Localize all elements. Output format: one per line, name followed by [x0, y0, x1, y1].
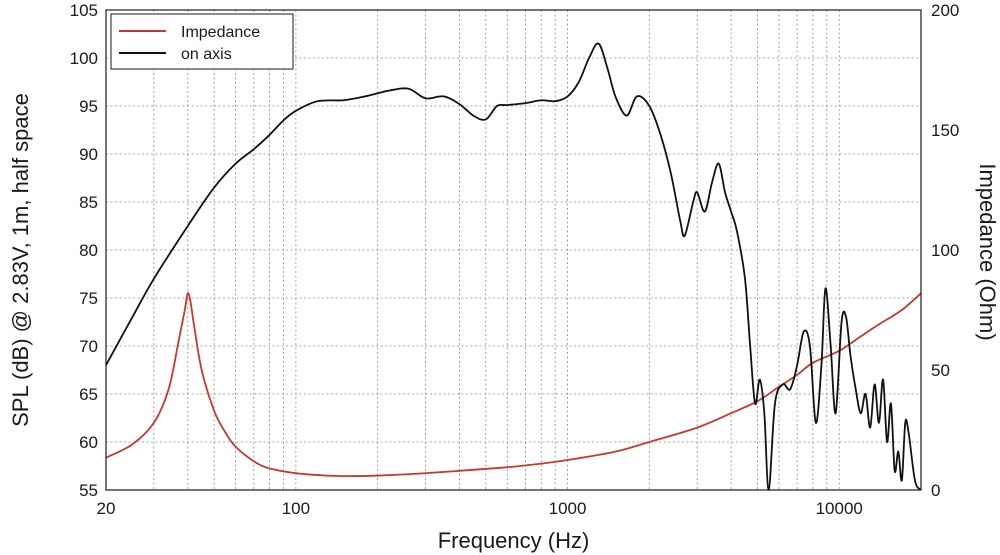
legend-box: [110, 13, 294, 70]
legend-label-on-axis: on axis: [181, 46, 232, 63]
grid: [106, 10, 921, 490]
x-tick-label: 1000: [549, 499, 587, 518]
tick-labels: 55 60 65 70 75 80 85 90 95 100 105 0 50 100 150 200 20 10…: [70, 1, 960, 518]
y-left-tick-label: 100: [70, 49, 98, 68]
series-line-on-axis: [105, 42, 922, 491]
y-left-tick-label: 55: [79, 481, 98, 500]
x-tick-label: 20: [97, 499, 116, 518]
y-left-tick-label: 70: [79, 337, 98, 356]
y-left-tick-label: 60: [79, 433, 98, 452]
series-layer: [105, 42, 922, 491]
y-left-tick-label: 85: [79, 193, 98, 212]
x-tick-label: 100: [282, 499, 310, 518]
legend: Impedance on axis: [110, 13, 294, 70]
y-right-tick-label: 200: [931, 1, 959, 20]
y-axis-right-label: Impedance (Ohm): [975, 163, 1000, 340]
y-left-tick-label: 95: [79, 97, 98, 116]
y-left-tick-label: 75: [79, 289, 98, 308]
y-left-tick-label: 80: [79, 241, 98, 260]
y-left-tick-label: 65: [79, 385, 98, 404]
plot-frame: [105, 9, 922, 491]
y-left-tick-label: 105: [70, 1, 98, 20]
series-line-impedance: [105, 292, 922, 478]
y-left-tick-label: 90: [79, 145, 98, 164]
y-right-tick-label: 150: [931, 121, 959, 140]
x-axis-label: Frequency (Hz): [438, 528, 590, 553]
y-right-tick-label: 100: [931, 241, 959, 260]
y-right-tick-label: 50: [931, 361, 950, 380]
y-right-tick-label: 0: [931, 481, 940, 500]
y-axis-left-label: SPL (dB) @ 2.83V, 1m, half space: [8, 93, 33, 427]
x-tick-label: 10000: [816, 499, 863, 518]
legend-label-impedance: Impedance: [181, 24, 260, 41]
